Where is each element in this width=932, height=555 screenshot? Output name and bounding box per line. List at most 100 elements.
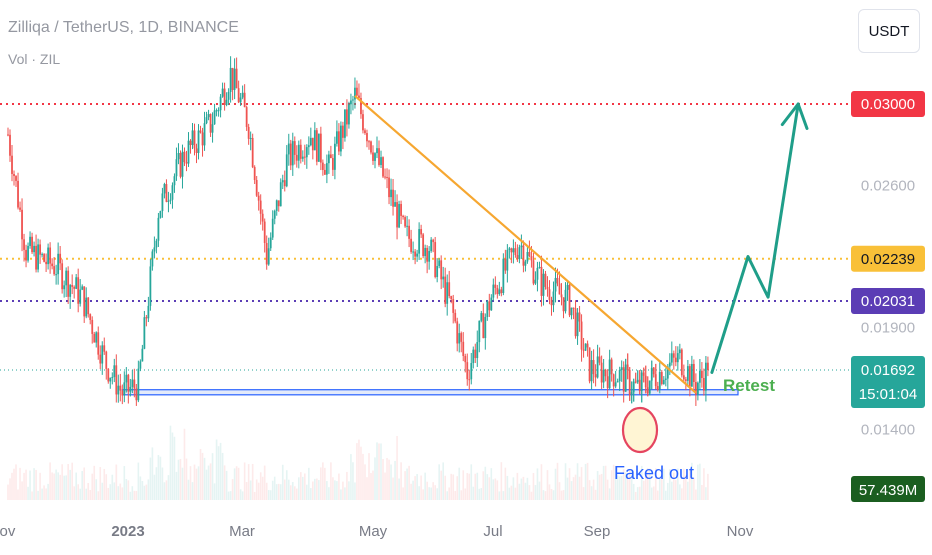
price-axis[interactable]: 0.02600 0.01900 0.01400 0.03000 0.02239 0.020… bbox=[851, 91, 925, 502]
candle-body bbox=[7, 134, 9, 136]
volume-bar bbox=[638, 486, 641, 500]
volume-bar bbox=[400, 462, 402, 500]
candle-body bbox=[666, 366, 669, 379]
volume-bar bbox=[466, 473, 469, 500]
candle-body bbox=[390, 189, 392, 198]
candle-body bbox=[61, 263, 64, 290]
volume-bar bbox=[265, 482, 268, 500]
volume-bar bbox=[368, 453, 370, 500]
volume-bar bbox=[550, 489, 553, 500]
volume-bar bbox=[588, 480, 591, 500]
candle-body bbox=[588, 347, 591, 382]
candle-body bbox=[139, 361, 142, 369]
candle-body bbox=[325, 163, 328, 175]
volume-bar bbox=[689, 469, 691, 500]
volume-bar bbox=[33, 468, 35, 500]
volume-bar bbox=[346, 471, 348, 500]
candle-body bbox=[123, 382, 126, 396]
candle-body bbox=[63, 285, 66, 290]
candle-body bbox=[380, 157, 382, 165]
candle-body bbox=[195, 148, 198, 154]
volume-bar bbox=[289, 485, 292, 500]
volume-bar bbox=[243, 462, 246, 500]
candle-body bbox=[568, 284, 571, 316]
candle-body bbox=[538, 266, 541, 268]
candle-body bbox=[526, 251, 529, 262]
volume-bar bbox=[412, 480, 414, 500]
candle-body bbox=[9, 134, 11, 156]
volume-bar bbox=[215, 439, 218, 500]
candle-body bbox=[309, 137, 312, 146]
volume-bar bbox=[99, 467, 102, 500]
time-axis[interactable]: Nov 2023 Mar May Jul Sep Nov bbox=[0, 523, 754, 540]
candle-body bbox=[55, 274, 58, 276]
volume-bar bbox=[261, 476, 264, 500]
volume-bar bbox=[606, 479, 609, 500]
volume-bar bbox=[283, 479, 286, 500]
currency-button[interactable]: USDT bbox=[858, 9, 920, 53]
candle-body bbox=[121, 390, 124, 396]
volume-bar bbox=[616, 475, 619, 500]
candle-body bbox=[404, 217, 406, 227]
volume-bar bbox=[302, 476, 304, 500]
volume-bar bbox=[169, 425, 172, 500]
volume-bar bbox=[291, 482, 294, 500]
candle-body bbox=[233, 68, 236, 90]
volume-bar bbox=[564, 463, 567, 500]
volume-bar bbox=[484, 466, 487, 500]
candle-body bbox=[350, 100, 352, 105]
volume-bar bbox=[293, 486, 296, 500]
candle-body bbox=[676, 353, 679, 363]
candle-body bbox=[295, 154, 298, 161]
candle-body bbox=[21, 209, 23, 240]
candle-body bbox=[424, 247, 427, 257]
candle-body bbox=[323, 169, 326, 175]
volume-bar bbox=[330, 462, 332, 500]
volume-bar bbox=[600, 473, 603, 500]
candle-body bbox=[578, 312, 581, 322]
volume-bar bbox=[624, 472, 627, 500]
candle-body bbox=[474, 349, 477, 359]
volume-bar bbox=[61, 464, 63, 500]
candle-body bbox=[103, 345, 106, 352]
volume-bar bbox=[77, 484, 79, 500]
candle-body bbox=[333, 143, 336, 170]
volume-bar bbox=[482, 471, 485, 500]
time-axis-tick-label: Sep bbox=[584, 523, 611, 540]
volume-bar bbox=[147, 479, 150, 500]
volume-bar bbox=[358, 439, 360, 500]
candle-body bbox=[432, 239, 435, 243]
volume-bar bbox=[207, 465, 210, 500]
volume-bar bbox=[340, 489, 342, 500]
volume-bar bbox=[671, 481, 673, 500]
volume-bar bbox=[398, 478, 400, 500]
candle-body bbox=[207, 114, 210, 118]
candle-body bbox=[167, 200, 170, 202]
volume-bar bbox=[486, 474, 489, 500]
volume-bar bbox=[382, 459, 384, 500]
candle-body bbox=[418, 229, 421, 254]
candle-body bbox=[221, 88, 224, 97]
candle-body bbox=[27, 245, 29, 261]
volume-bar bbox=[9, 478, 11, 500]
volume-bar bbox=[356, 443, 358, 500]
volume-bar bbox=[175, 471, 178, 500]
candle-body bbox=[149, 266, 152, 306]
candle-body bbox=[698, 370, 701, 383]
candle-body bbox=[105, 351, 108, 369]
candle-body bbox=[155, 240, 158, 248]
candle-body bbox=[31, 236, 33, 253]
candle-body bbox=[271, 218, 274, 238]
volume-bar bbox=[213, 483, 216, 500]
price-tag-label: 0.02239 bbox=[861, 251, 915, 268]
candle-body bbox=[462, 341, 465, 357]
volume-bar bbox=[524, 482, 527, 500]
candle-body bbox=[428, 251, 431, 262]
volume-bar bbox=[456, 476, 459, 500]
volume-bar bbox=[131, 486, 134, 500]
volume-bar bbox=[336, 481, 338, 500]
volume-bar bbox=[157, 455, 160, 500]
candle-body bbox=[181, 151, 184, 177]
